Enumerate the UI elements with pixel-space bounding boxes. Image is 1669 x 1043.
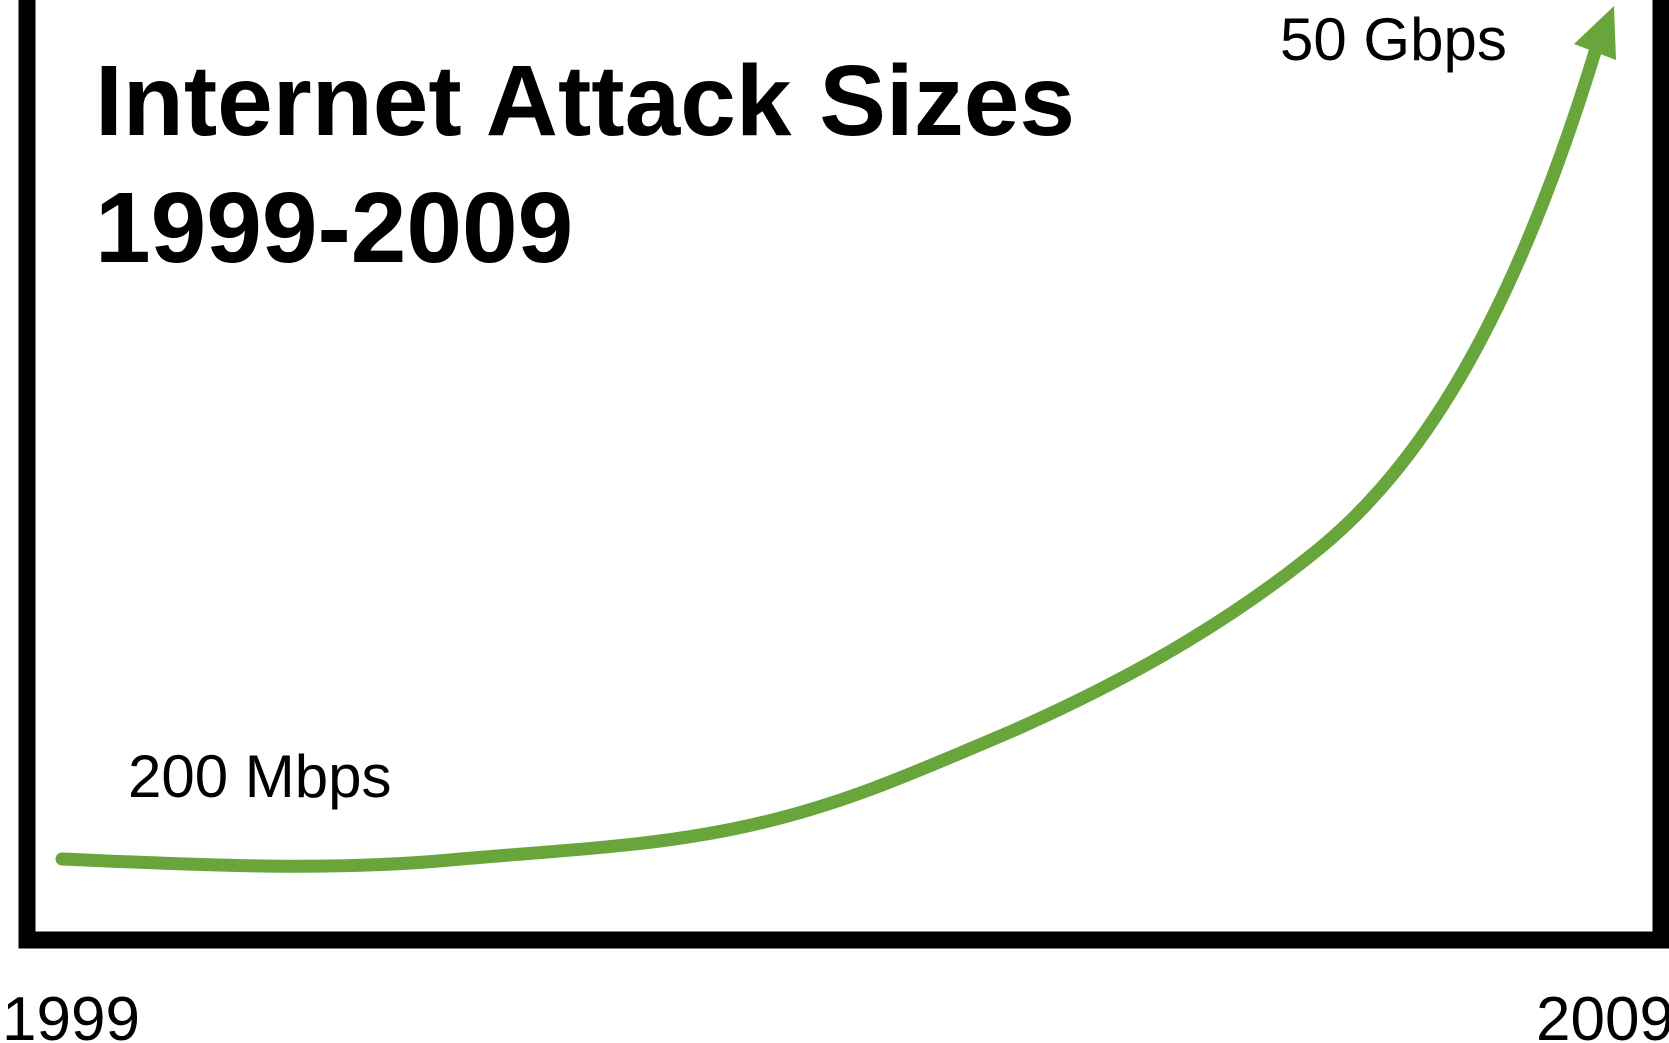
chart-title-line-2: 1999-2009 (95, 172, 573, 284)
chart-title-line-1: Internet Attack Sizes (95, 45, 1075, 157)
chart-frame (18, 0, 1669, 949)
start-value-label: 200 Mbps (128, 743, 392, 810)
trend-line (55, 35, 1605, 873)
arrowhead-icon (1574, 6, 1616, 60)
x-tick-label-start: 1999 (2, 985, 140, 1043)
x-tick-label-end: 2009 (1536, 985, 1669, 1043)
end-value-label: 50 Gbps (1280, 6, 1507, 73)
